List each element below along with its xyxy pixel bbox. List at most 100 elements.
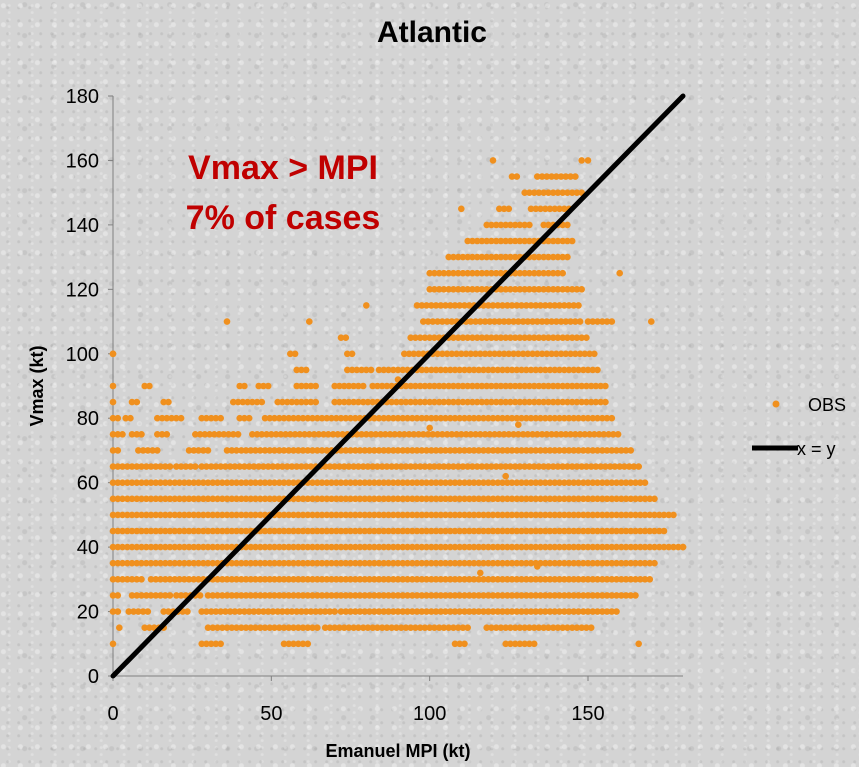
data-point xyxy=(488,398,495,406)
data-point xyxy=(521,189,528,196)
data-point xyxy=(478,253,486,261)
data-point xyxy=(507,334,514,342)
data-point xyxy=(489,366,497,374)
y-tick-label: 0 xyxy=(88,666,99,688)
data-point xyxy=(546,495,554,503)
data-point xyxy=(523,576,530,583)
data-point xyxy=(432,414,440,422)
data-point xyxy=(570,608,578,615)
data-point xyxy=(342,592,350,599)
data-point xyxy=(212,640,220,648)
data-point xyxy=(299,511,307,519)
data-point xyxy=(570,414,578,422)
data-point xyxy=(521,237,528,245)
data-point xyxy=(217,463,224,470)
data-point xyxy=(527,576,535,583)
data-point xyxy=(583,463,590,470)
data-point xyxy=(459,398,467,406)
data-point xyxy=(147,511,155,519)
data-point xyxy=(162,576,169,583)
data-point xyxy=(511,253,519,261)
data-point xyxy=(502,398,510,406)
data-point xyxy=(366,511,373,519)
data-point xyxy=(570,495,578,503)
data-point xyxy=(119,495,126,503)
data-point xyxy=(356,559,364,567)
data-point xyxy=(402,463,410,470)
data-point xyxy=(252,479,259,487)
data-point xyxy=(190,447,198,454)
data-point xyxy=(526,237,533,245)
data-point xyxy=(274,463,282,470)
data-point xyxy=(375,576,383,583)
data-point xyxy=(485,592,492,599)
data-point xyxy=(511,237,519,245)
data-point xyxy=(458,205,465,213)
data-point xyxy=(502,472,510,480)
data-point xyxy=(128,559,136,567)
data-point xyxy=(499,592,506,599)
data-point xyxy=(499,608,506,615)
data-point xyxy=(407,624,415,631)
data-point xyxy=(285,479,293,487)
data-point xyxy=(323,527,331,535)
data-point xyxy=(627,543,635,551)
data-point xyxy=(331,382,339,390)
data-point xyxy=(307,398,315,406)
data-point xyxy=(390,495,397,503)
data-point xyxy=(480,559,487,567)
data-point xyxy=(253,398,261,406)
data-point xyxy=(304,495,312,503)
data-point xyxy=(342,559,350,567)
data-point xyxy=(247,592,255,599)
data-point xyxy=(492,221,500,229)
data-point xyxy=(492,624,500,631)
data-point xyxy=(499,495,506,503)
data-point xyxy=(526,334,533,342)
data-point xyxy=(462,431,470,438)
data-point xyxy=(302,366,310,374)
data-point xyxy=(276,559,283,567)
data-point xyxy=(447,302,454,309)
data-point xyxy=(109,543,117,551)
data-point xyxy=(423,592,430,599)
data-point xyxy=(276,479,283,487)
data-point xyxy=(599,608,606,615)
data-point xyxy=(594,366,601,374)
data-point xyxy=(456,479,464,487)
data-point xyxy=(632,495,639,503)
data-point xyxy=(280,543,288,551)
data-point xyxy=(347,559,354,567)
data-point xyxy=(209,495,217,503)
data-point xyxy=(458,350,465,358)
data-point xyxy=(166,463,174,470)
legend-label-obs: OBS xyxy=(808,395,846,415)
data-point xyxy=(257,576,264,583)
data-point xyxy=(223,318,231,325)
data-point xyxy=(524,318,532,325)
data-point xyxy=(575,543,582,551)
data-point xyxy=(337,592,345,599)
data-point xyxy=(432,447,440,454)
data-point xyxy=(185,511,193,519)
data-point xyxy=(399,559,407,567)
data-point xyxy=(451,543,459,551)
data-point xyxy=(554,382,562,390)
data-point xyxy=(418,414,426,422)
data-point xyxy=(223,479,231,487)
data-point xyxy=(508,608,516,615)
data-point xyxy=(447,511,454,519)
data-point xyxy=(432,302,440,309)
data-point xyxy=(282,431,289,438)
data-point xyxy=(181,511,188,519)
data-point xyxy=(523,559,530,567)
data-point xyxy=(538,431,546,438)
data-point xyxy=(276,511,283,519)
data-point xyxy=(499,527,506,535)
data-point xyxy=(466,366,473,374)
data-point xyxy=(462,350,470,358)
data-point xyxy=(257,495,264,503)
data-point xyxy=(204,495,212,503)
data-point xyxy=(648,318,655,325)
data-point xyxy=(219,624,226,631)
